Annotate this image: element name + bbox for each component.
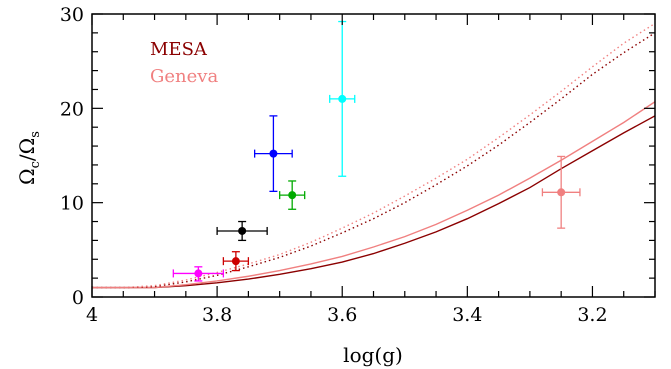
curve-mesa-dotted	[92, 32, 655, 289]
legend-entry-geneva: Geneva	[150, 66, 218, 87]
data-point	[172, 266, 225, 282]
y-tick-label: 30	[60, 4, 84, 26]
y-tick-label: 0	[72, 287, 84, 309]
data-point	[329, 20, 356, 177]
data-point	[279, 180, 306, 210]
data-points	[172, 20, 581, 282]
point-marker	[238, 226, 247, 235]
x-tick-label: 3.6	[327, 304, 357, 326]
point-marker	[557, 188, 566, 197]
axis-ticks	[91, 13, 656, 298]
x-tick-label: 3.8	[202, 304, 232, 326]
data-point	[222, 251, 250, 272]
data-point	[216, 220, 268, 242]
y-tick-label: 10	[60, 193, 84, 215]
y-tick-label: 20	[60, 98, 84, 120]
point-marker	[231, 257, 240, 266]
point-marker	[288, 191, 297, 200]
point-marker	[194, 269, 203, 278]
x-tick-label: 3.2	[577, 304, 607, 326]
curve-geneva-dotted	[92, 22, 655, 289]
data-point	[253, 115, 293, 192]
legend: MESA Geneva	[150, 39, 218, 87]
x-tick-label: 3.4	[452, 304, 482, 326]
x-axis-label: log(g)	[343, 343, 403, 367]
x-tick-label: 4	[86, 304, 98, 326]
curve-mesa-solid	[92, 115, 655, 289]
y-axis-label: Ωc/Ωs	[15, 131, 43, 185]
point-marker	[269, 149, 278, 158]
model-curves	[92, 22, 655, 289]
legend-entry-mesa: MESA	[150, 39, 208, 60]
data-point	[541, 155, 581, 229]
point-marker	[338, 94, 347, 103]
curve-geneva-solid	[92, 101, 655, 289]
tick-labels: 4 3.8 3.6 3.4 3.2 0 10 20 30	[60, 4, 608, 326]
